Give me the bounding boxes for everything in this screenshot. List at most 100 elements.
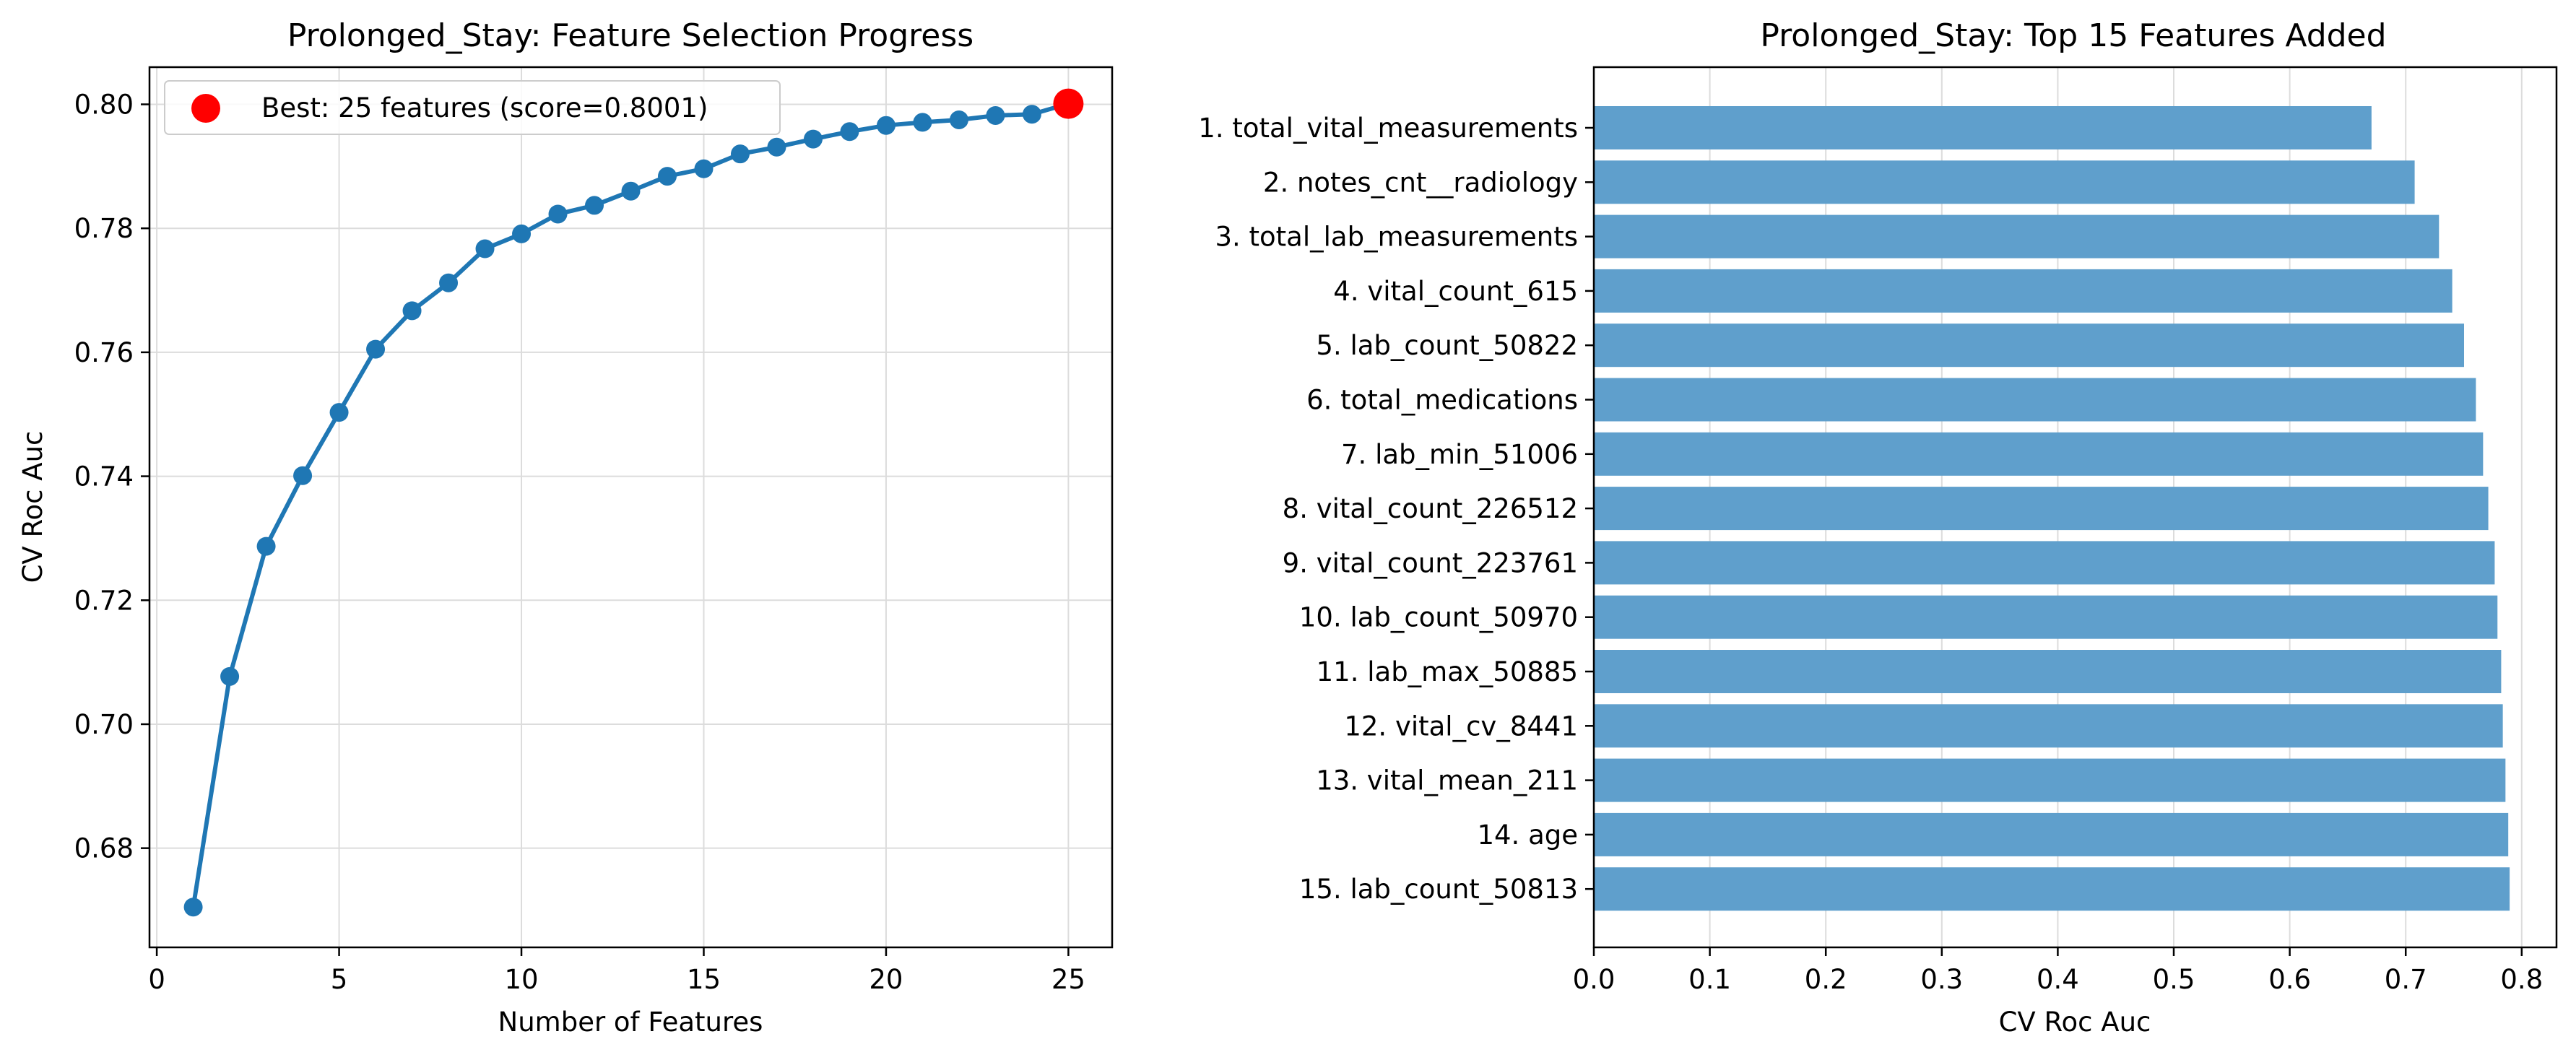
data-point: [220, 666, 240, 686]
legend-best-marker: [191, 94, 220, 123]
right-category-labels: 1. total_vital_measurements 2. notes_cnt_…: [1198, 113, 1594, 905]
data-point: [183, 898, 203, 917]
best-score-marker: [1053, 88, 1084, 119]
category-label: 11. lab_max_50885: [1317, 656, 1578, 687]
category-label: 5. lab_count_50822: [1316, 330, 1578, 361]
data-point: [256, 536, 276, 556]
right-x-tick-label: 0.5: [2153, 964, 2195, 995]
bar: [1594, 650, 2502, 693]
bar: [1594, 106, 2372, 149]
left-y-tick-label: 0.78: [74, 213, 134, 244]
data-point: [439, 273, 459, 292]
data-point: [876, 116, 895, 135]
right-plot-frame: [1592, 66, 2558, 949]
left-x-tick-label: 20: [869, 964, 903, 995]
category-label: 15. lab_count_50813: [1299, 874, 1578, 905]
left-y-tick-label: 0.68: [74, 833, 134, 864]
bar: [1594, 378, 2476, 422]
bar: [1594, 595, 2498, 639]
data-point: [621, 181, 641, 201]
bar: [1594, 323, 2464, 368]
bar: [1594, 758, 2506, 802]
data-point: [329, 403, 349, 422]
data-point: [402, 301, 422, 321]
category-label: 1. total_vital_measurements: [1198, 113, 1578, 144]
category-label: 6. total_medications: [1306, 385, 1578, 416]
data-point: [293, 466, 313, 485]
left-panel: Prolonged_Stay: Feature Selection Progre…: [17, 17, 1114, 1038]
bar: [1594, 812, 2509, 856]
category-label: 3. total_lab_measurements: [1215, 222, 1578, 253]
right-x-tick-label: 0.4: [2037, 964, 2079, 995]
bar: [1594, 432, 2484, 476]
data-point: [585, 196, 604, 215]
category-label: 12. vital_cv_8441: [1344, 711, 1578, 742]
category-label: 4. vital_count_615: [1333, 276, 1578, 307]
left-x-tick-label: 0: [148, 964, 165, 995]
right-x-tick-label: 0.1: [1688, 964, 1731, 995]
category-label: 2. notes_cnt__radiology: [1263, 167, 1578, 198]
data-point: [657, 167, 677, 186]
left-x-tick-label: 5: [331, 964, 348, 995]
right-x-ticks: 0.0 0.1 0.2 0.3 0.4 0.5 0.6 0.7 0.8: [1573, 947, 2543, 995]
category-label: 14. age: [1477, 820, 1578, 851]
legend-box: [164, 80, 781, 135]
left-x-tick-label: 15: [687, 964, 721, 995]
right-x-tick-label: 0.7: [2385, 964, 2427, 995]
left-y-axis-label: CV Roc Auc: [17, 431, 48, 583]
legend-label: Best: 25 features (score=0.8001): [261, 92, 708, 123]
bar: [1594, 214, 2440, 259]
left-y-tick-label: 0.70: [74, 709, 134, 740]
right-chart-title: Prolonged_Stay: Top 15 Features Added: [1760, 17, 2386, 54]
legend: Best: 25 features (score=0.8001): [164, 80, 781, 135]
left-y-tick-label: 0.76: [74, 337, 134, 368]
right-x-tick-label: 0.6: [2268, 964, 2311, 995]
bar: [1594, 541, 2495, 585]
right-x-tick-label: 0.2: [1805, 964, 1847, 995]
left-x-ticks: 0 5 10 15 20 25: [148, 947, 1085, 995]
right-x-tick-label: 0.3: [1920, 964, 1963, 995]
left-x-tick-label: 10: [504, 964, 538, 995]
right-bars: [1594, 106, 2510, 911]
bar: [1594, 704, 2503, 748]
bar: [1594, 867, 2510, 911]
data-point: [767, 137, 786, 157]
right-x-tick-label: 0.0: [1573, 964, 1616, 995]
data-point: [986, 105, 1005, 125]
best-score-marker-group: [1053, 88, 1084, 119]
data-point: [475, 239, 495, 259]
data-point: [548, 204, 568, 224]
data-point: [840, 122, 859, 142]
bar: [1594, 160, 2415, 204]
left-y-tick-label: 0.80: [74, 90, 134, 121]
series-line: [191, 101, 1070, 908]
left-plot-frame: [148, 66, 1114, 949]
left-y-tick-label: 0.72: [74, 585, 134, 616]
category-label: 10. lab_count_50970: [1299, 602, 1578, 633]
category-label: 7. lab_min_51006: [1341, 439, 1578, 470]
bar: [1594, 269, 2453, 313]
category-label: 8. vital_count_226512: [1283, 493, 1578, 524]
data-point: [803, 129, 823, 149]
category-label: 9. vital_count_223761: [1283, 547, 1578, 578]
right-x-tick-label: 0.8: [2500, 964, 2543, 995]
left-series-line: [191, 101, 1070, 908]
category-label: 13. vital_mean_211: [1316, 765, 1578, 796]
data-point: [949, 110, 968, 129]
bar: [1594, 487, 2489, 531]
left-y-tick-label: 0.74: [74, 461, 134, 492]
left-x-tick-label: 25: [1051, 964, 1085, 995]
right-panel: Prolonged_Stay: Top 15 Features Added 0.…: [1198, 17, 2558, 1038]
left-y-ticks: 0.68 0.70 0.72 0.74 0.76 0.78 0.80: [74, 90, 149, 864]
data-point: [366, 339, 386, 359]
right-x-axis-label: CV Roc Auc: [1999, 1007, 2151, 1038]
data-point: [1022, 105, 1041, 124]
left-series-points: [183, 94, 1078, 917]
left-chart-title: Prolonged_Stay: Feature Selection Progre…: [287, 17, 973, 54]
data-point: [694, 159, 714, 178]
data-point: [913, 113, 932, 132]
data-point: [512, 224, 532, 243]
left-x-axis-label: Number of Features: [498, 1007, 763, 1038]
data-point: [730, 144, 750, 164]
